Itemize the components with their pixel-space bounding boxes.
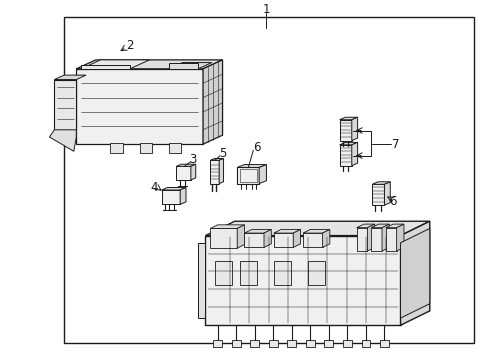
Polygon shape [54, 75, 86, 80]
Polygon shape [366, 224, 374, 251]
Polygon shape [76, 60, 222, 69]
Polygon shape [239, 261, 256, 285]
Bar [168, 143, 181, 153]
Text: 6: 6 [388, 195, 396, 208]
Polygon shape [210, 228, 237, 248]
Polygon shape [351, 117, 357, 140]
Polygon shape [237, 225, 244, 248]
Polygon shape [379, 339, 388, 347]
Bar [140, 143, 152, 153]
Polygon shape [210, 225, 244, 228]
Polygon shape [303, 233, 322, 247]
Polygon shape [356, 228, 366, 251]
Text: 6: 6 [252, 141, 260, 154]
Polygon shape [370, 224, 388, 228]
Polygon shape [49, 130, 76, 151]
Polygon shape [198, 243, 205, 318]
Polygon shape [180, 188, 185, 204]
Polygon shape [264, 229, 271, 247]
Bar [64, 17, 473, 343]
Polygon shape [176, 164, 195, 166]
Polygon shape [210, 158, 223, 160]
Polygon shape [203, 60, 222, 144]
Polygon shape [244, 233, 264, 247]
Text: 7: 7 [391, 138, 399, 150]
Text: 4: 4 [150, 181, 158, 194]
Polygon shape [307, 261, 325, 285]
Polygon shape [322, 229, 329, 247]
Polygon shape [385, 224, 403, 228]
Polygon shape [161, 190, 180, 204]
Polygon shape [205, 235, 400, 325]
Polygon shape [237, 167, 259, 184]
Polygon shape [400, 228, 429, 318]
Polygon shape [400, 221, 429, 325]
Polygon shape [161, 188, 185, 190]
Polygon shape [339, 145, 351, 166]
Text: 5: 5 [219, 147, 226, 159]
Polygon shape [384, 182, 389, 205]
Polygon shape [273, 233, 293, 247]
Polygon shape [381, 224, 388, 251]
Polygon shape [231, 339, 240, 347]
Polygon shape [273, 261, 290, 285]
Polygon shape [268, 339, 277, 347]
Polygon shape [205, 221, 429, 235]
Polygon shape [219, 158, 223, 184]
Text: 2: 2 [126, 39, 133, 52]
Polygon shape [370, 228, 381, 251]
Polygon shape [305, 339, 314, 347]
Polygon shape [81, 60, 149, 69]
Polygon shape [76, 69, 203, 144]
Polygon shape [287, 339, 296, 347]
Polygon shape [168, 63, 211, 69]
Polygon shape [396, 224, 403, 251]
Polygon shape [81, 65, 130, 69]
Polygon shape [303, 229, 329, 233]
Bar [110, 143, 122, 153]
Polygon shape [213, 339, 222, 347]
Polygon shape [168, 63, 198, 69]
Polygon shape [244, 229, 271, 233]
Polygon shape [293, 229, 300, 247]
Polygon shape [237, 165, 266, 167]
Polygon shape [356, 224, 374, 228]
Polygon shape [273, 229, 300, 233]
Polygon shape [54, 80, 76, 130]
Polygon shape [351, 142, 357, 166]
Polygon shape [361, 339, 369, 347]
Polygon shape [371, 182, 389, 184]
Polygon shape [371, 184, 384, 205]
Polygon shape [215, 261, 232, 285]
Bar [239, 169, 256, 182]
Polygon shape [259, 165, 266, 184]
Polygon shape [210, 160, 219, 184]
Polygon shape [250, 339, 259, 347]
Polygon shape [190, 164, 195, 180]
Polygon shape [176, 166, 190, 180]
Polygon shape [339, 142, 357, 145]
Polygon shape [385, 228, 396, 251]
Text: 1: 1 [262, 3, 270, 16]
Polygon shape [324, 339, 332, 347]
Polygon shape [342, 339, 351, 347]
Polygon shape [339, 117, 357, 120]
Polygon shape [339, 120, 351, 140]
Text: 3: 3 [189, 153, 197, 166]
